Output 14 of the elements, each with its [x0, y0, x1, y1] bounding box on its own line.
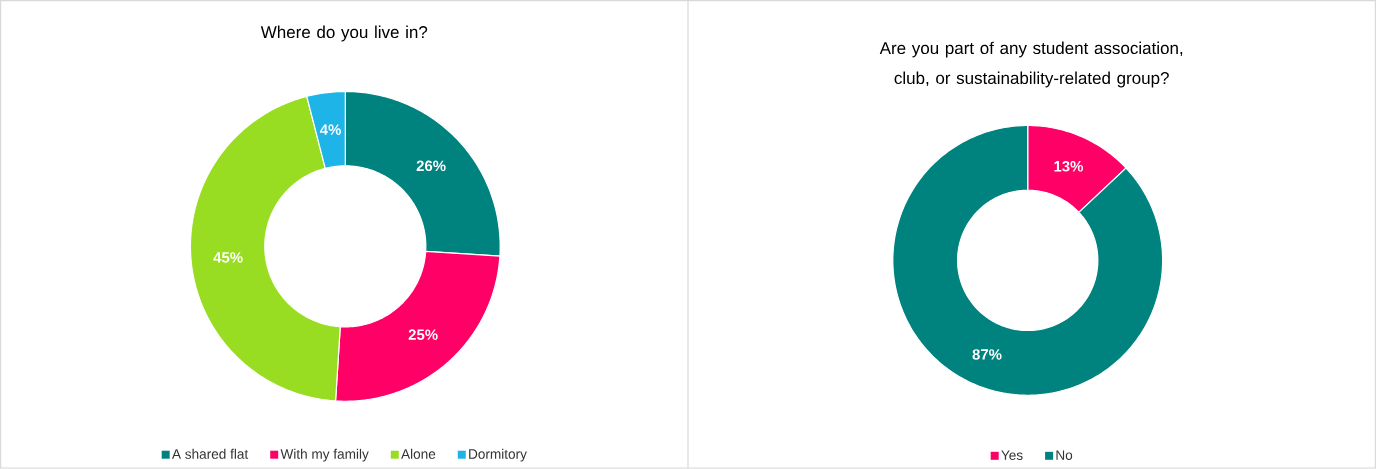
data-label: 26% [416, 160, 446, 172]
legend-label: Yes [1001, 450, 1023, 461]
legend-label: With my family [280, 448, 369, 462]
data-label: 45% [213, 252, 243, 263]
data-label: 87% [972, 349, 1002, 360]
chart-title: Are you part of any student association, club, or sustainability-related group? [879, 41, 1183, 88]
data-label: 13% [1054, 161, 1083, 172]
chart-title: Where do you live in? [260, 25, 428, 42]
legend-label: Alone [401, 448, 436, 459]
data-label: 4% [319, 124, 341, 135]
legend-label: A shared flat [171, 448, 249, 459]
data-label: 25% [408, 329, 438, 341]
legend-label: Dormitory [469, 448, 527, 462]
legend-label: No [1056, 450, 1073, 461]
